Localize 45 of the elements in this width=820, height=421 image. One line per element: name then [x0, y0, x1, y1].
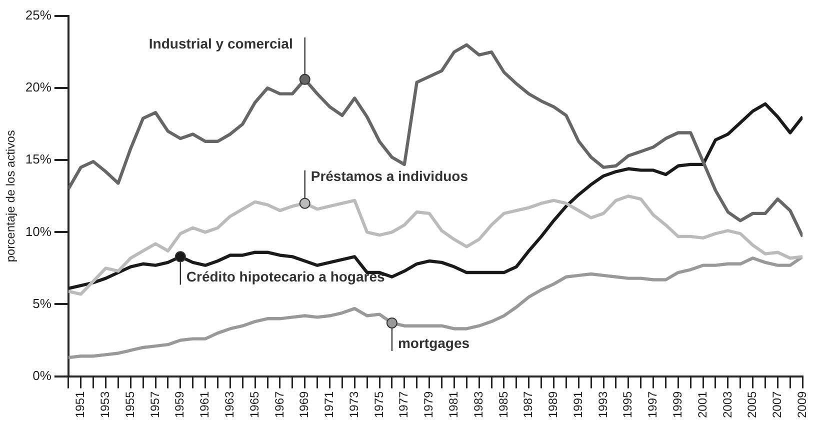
annotation: Industrial y comercial [148, 35, 293, 52]
point [299, 198, 310, 209]
x-tick-label: 1995 [620, 390, 635, 418]
x-tick-label: 2001 [695, 390, 710, 418]
x-tick-label: 1973 [346, 390, 361, 418]
y-tick-label: 5% [32, 296, 52, 311]
y-tick-label: 25% [25, 8, 52, 23]
x-tick-label: 1975 [372, 390, 386, 418]
annotation: Crédito hipotecario a hogares [186, 268, 385, 285]
x-tick-label: 1985 [496, 390, 510, 418]
point [386, 317, 398, 328]
x-tick-label: 2009 [794, 390, 809, 418]
x-tick-label: 1977 [396, 390, 411, 418]
x-tick-label: 1983 [471, 390, 486, 418]
x-tick-label: 1953 [98, 390, 112, 418]
x-tick-label: 1989 [546, 390, 560, 418]
x-tick-label: 1969 [297, 390, 312, 418]
x-tick-label: 2007 [770, 390, 784, 418]
y-axis-title: porcentaje de los activos [4, 130, 18, 262]
x-tick-label: 1991 [570, 390, 585, 418]
x-tick-label: 1979 [422, 390, 436, 418]
x-tick-label: 1971 [322, 390, 336, 418]
x-tick-label: 1965 [247, 390, 262, 418]
x-tick-label: 2003 [720, 390, 734, 418]
x-tick-label: 1999 [670, 390, 684, 418]
y-tick-label: 20% [25, 80, 52, 95]
x-tick-label: 1997 [646, 390, 660, 418]
x-tick-label: 1951 [73, 390, 88, 418]
x-tick-label: 1987 [521, 390, 536, 418]
point [299, 74, 310, 85]
y-tick-label: 15% [25, 152, 52, 167]
x-tick-label: 1967 [272, 390, 286, 418]
x-tick-label: 1955 [122, 390, 137, 418]
y-tick-label: 0% [32, 368, 52, 383]
point [174, 251, 186, 262]
annotation: mortgages [398, 334, 470, 351]
x-tick-label: 1963 [222, 390, 236, 418]
x-tick-label: 2005 [745, 390, 760, 418]
annotation: Préstamos a individuos [310, 168, 468, 184]
x-tick-label: 1961 [198, 390, 212, 418]
x-tick-label: 1981 [446, 390, 460, 418]
x-tick-label: 1993 [596, 390, 610, 418]
x-tick-label: 1957 [148, 390, 162, 418]
y-tick-label: 10% [25, 224, 52, 239]
x-tick-label: 1959 [172, 390, 187, 418]
